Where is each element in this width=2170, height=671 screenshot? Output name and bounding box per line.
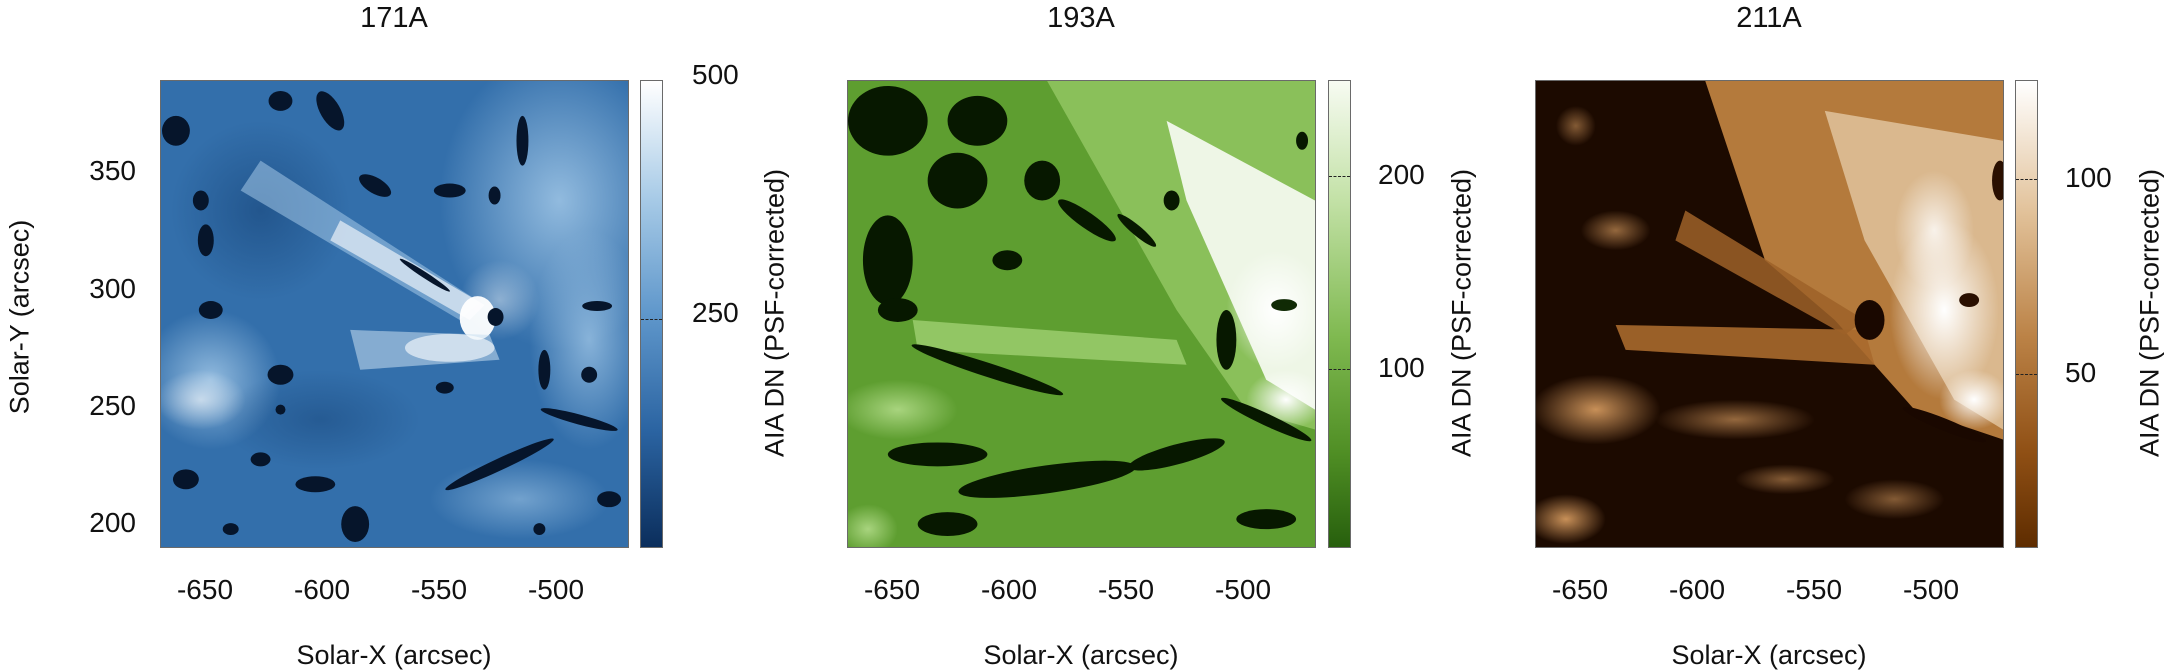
- colorbar-label-193: AIA DN (PSF-corrected): [1446, 168, 1477, 458]
- y-tick-200: 200: [89, 507, 136, 538]
- colorbar-label-211: AIA DN (PSF-corrected): [2134, 168, 2165, 458]
- colorbar-tick-label-500: 500: [692, 59, 739, 90]
- image-193: [847, 80, 1316, 548]
- x-tick-550: -550: [1097, 574, 1155, 605]
- x-tick-550: -550: [410, 574, 468, 605]
- x-tick-500: -500: [1902, 574, 1960, 605]
- colorbar-label-171: AIA DN (PSF-corrected): [759, 168, 790, 458]
- colorbar-tick-label-250: 250: [692, 297, 739, 328]
- image-211: [1535, 80, 2004, 548]
- image-193-texture: [848, 81, 1315, 547]
- panel-title-193: 193A: [1047, 2, 1115, 34]
- x-tick-550: -550: [1785, 574, 1843, 605]
- image-171-texture: [161, 81, 628, 547]
- x-tick-600: -600: [980, 574, 1038, 605]
- x-tick-500: -500: [527, 574, 585, 605]
- y-tick-300: 300: [89, 273, 136, 304]
- colorbar-tick-label-200: 200: [1378, 159, 1425, 190]
- x-axis-label-171: Solar-X (arcsec): [296, 640, 492, 670]
- colorbar-tick-100: [2016, 179, 2037, 180]
- colorbar-193: [1328, 80, 1351, 548]
- x-tick-500: -500: [1214, 574, 1272, 605]
- image-211-texture: [1536, 81, 2003, 547]
- x-tick-600: -600: [293, 574, 351, 605]
- y-axis-label: Solar-Y (arcsec): [4, 219, 35, 415]
- colorbar-tick-250: [641, 319, 662, 320]
- panel-title-211: 211A: [1736, 2, 1802, 34]
- y-tick-250: 250: [89, 390, 136, 421]
- colorbar-tick-label-100: 100: [1378, 352, 1425, 383]
- colorbar-tick-100: [1329, 369, 1350, 370]
- y-tick-350: 350: [89, 155, 136, 186]
- colorbar-tick-label-50: 50: [2065, 357, 2097, 388]
- x-tick-600: -600: [1668, 574, 1726, 605]
- image-171: [160, 80, 629, 548]
- colorbar-tick-200: [1329, 176, 1350, 177]
- colorbar-211: [2015, 80, 2038, 548]
- colorbar-tick-label-100: 100: [2065, 162, 2112, 193]
- colorbar-tick-50: [2016, 374, 2037, 375]
- colorbar-171: [640, 80, 663, 548]
- x-tick-650: -650: [176, 574, 234, 605]
- x-tick-650: -650: [863, 574, 921, 605]
- x-tick-650: -650: [1551, 574, 1609, 605]
- x-axis-label-193: Solar-X (arcsec): [983, 640, 1179, 670]
- panel-title-171: 171A: [360, 2, 428, 34]
- x-axis-label-211: Solar-X (arcsec): [1671, 640, 1867, 670]
